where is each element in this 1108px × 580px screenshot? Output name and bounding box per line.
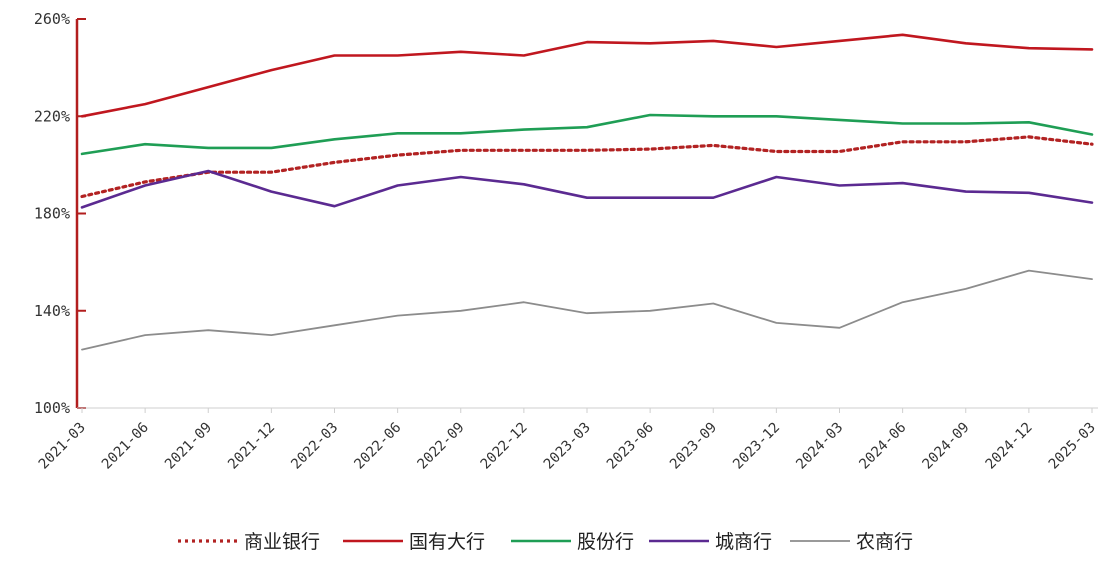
x-tick-label: 2021-09	[162, 420, 215, 473]
series-line-2	[80, 33, 1094, 118]
legend-label: 农商行	[856, 531, 913, 553]
y-tick-label: 180%	[34, 205, 70, 223]
y-tick-label: 260%	[34, 10, 70, 28]
x-tick-label: 2021-03	[36, 420, 89, 473]
y-tick-label: 220%	[34, 107, 70, 125]
x-tick-label: 2022-03	[288, 420, 341, 473]
legend-label: 商业银行	[244, 531, 320, 553]
x-tick-label: 2023-12	[730, 420, 783, 473]
x-tick-label: 2022-06	[351, 420, 404, 473]
series-lines	[80, 33, 1094, 351]
legend-label: 城商行	[715, 531, 772, 553]
x-tick-label: 2021-06	[99, 420, 152, 473]
y-tick-label: 140%	[34, 302, 70, 320]
x-tick-label: 2024-12	[983, 420, 1036, 473]
y-tick-label: 100%	[34, 399, 70, 417]
x-tick-label: 2024-06	[856, 420, 909, 473]
x-tick-label: 2023-09	[667, 420, 720, 473]
series-line-1	[80, 135, 1094, 199]
x-tick-label: 2023-06	[604, 420, 657, 473]
x-tick-label: 2025-03	[1046, 420, 1099, 473]
x-tick-label: 2022-12	[478, 420, 531, 473]
series-line-5	[81, 269, 1093, 351]
x-tick-label: 2021-12	[225, 420, 278, 473]
x-axis: 2021-03 2021-06 2021-09 2021-12 2022-03 2022-…	[36, 407, 1099, 473]
series-line-3	[80, 113, 1094, 156]
x-tick-label: 2022-09	[415, 420, 468, 473]
legend-label: 股份行	[577, 531, 634, 553]
x-tick-label: 2024-09	[920, 420, 973, 473]
legend: 商业银行 国有大行 股份行 城商行 农商行	[178, 531, 913, 553]
y-axis: 100% 140% 180% 220% 260%	[34, 10, 86, 417]
legend-label: 国有大行	[409, 531, 485, 553]
x-tick-label: 2023-03	[541, 420, 594, 473]
x-tick-label: 2024-03	[793, 420, 846, 473]
series-line-4	[80, 169, 1094, 209]
